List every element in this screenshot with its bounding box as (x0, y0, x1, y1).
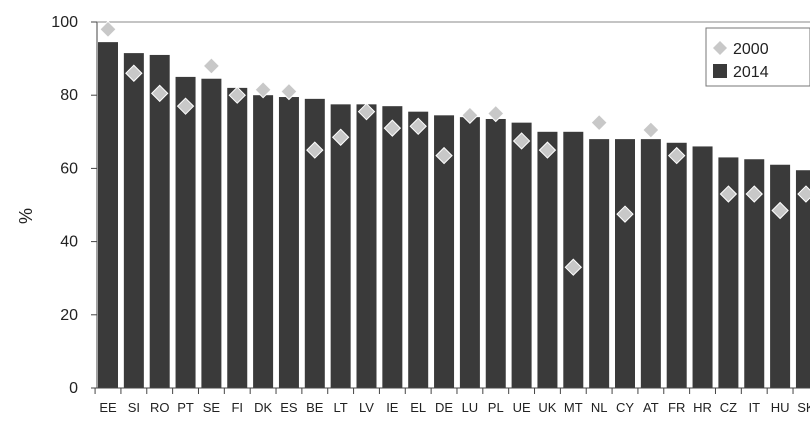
marker-2000-UK (538, 141, 557, 159)
x-tick-label-SI: SI (128, 400, 140, 415)
marker-2000-CZ (719, 185, 738, 203)
x-tick-label-CY: CY (616, 400, 634, 415)
bar-2014-SK (795, 170, 810, 388)
y-tick-label: 80 (60, 87, 78, 104)
bar-2014-NL (589, 139, 610, 388)
bars-2014 (98, 42, 810, 389)
marker-2000-FI (228, 86, 246, 104)
x-tick-label-SK: SK (797, 400, 810, 415)
bar-2014-LV (356, 104, 377, 388)
x-tick-label-CZ: CZ (720, 400, 737, 415)
x-tick-label-HU: HU (771, 400, 790, 415)
x-tick-label-LU: LU (462, 400, 479, 415)
bar-2014-UK (537, 131, 558, 389)
bar-2014-IT (744, 159, 765, 388)
bar-2014-LU (459, 117, 480, 388)
marker-2000-PT (176, 97, 195, 115)
bar-2014-ES (278, 97, 299, 388)
marker-2000-LU (461, 106, 479, 125)
legend-swatch-2014 (713, 64, 727, 78)
x-tick-label-ES: ES (280, 400, 298, 415)
y-tick-label: 60 (60, 160, 78, 177)
marker-2000-NL (590, 113, 608, 132)
bar-2014-EL (408, 111, 429, 389)
y-tick-label: 0 (69, 380, 78, 397)
marker-2000-SE (202, 57, 221, 75)
legend: 2000 2014 (705, 27, 810, 87)
markers-2000 (99, 20, 810, 276)
marker-2000-IT (745, 185, 763, 203)
x-tick-label-RO: RO (150, 400, 170, 415)
x-tick-label-EE: EE (99, 400, 117, 415)
x-axis: EE SI RO PT SE FI DK ES BE LT LV IE EL DE LU PL UE UK MT NL… (94, 387, 810, 415)
x-tick-label-PL: PL (488, 400, 504, 415)
bar-2014-HU (770, 164, 791, 388)
x-tick-label-IE: IE (386, 400, 399, 415)
marker-2000-MT (564, 258, 583, 276)
x-tick-label-UK: UK (538, 400, 556, 415)
bar-2014-FI (227, 87, 248, 388)
y-tick-label: 100 (51, 14, 78, 31)
bar-2014-BE (304, 98, 325, 389)
marker-2000-HU (771, 201, 789, 220)
y-axis: % 0 20 40 60 80 100 (16, 14, 810, 397)
marker-2000-UE (512, 132, 531, 150)
bar-2014-RO (149, 54, 170, 388)
bar-2014-PL (485, 118, 506, 389)
bar-2014-LT (330, 104, 351, 388)
marker-2000-LT (331, 128, 350, 146)
legend-label-2014: 2014 (733, 64, 769, 81)
x-tick-label-HR: HR (693, 400, 712, 415)
bar-2014-SI (123, 53, 144, 389)
marker-2000-FR (667, 146, 686, 165)
marker-2000-BE (306, 141, 324, 159)
x-tick-label-DK: DK (254, 400, 272, 415)
marker-2000-EL (409, 117, 427, 136)
bar-2014-FR (666, 142, 687, 388)
x-tick-label-SE: SE (203, 400, 221, 415)
bar-2014-DE (434, 115, 455, 388)
bar-2014-DK (253, 95, 274, 388)
bar-2014-PT (175, 76, 196, 389)
x-tick-label-DE: DE (435, 400, 453, 415)
legend-label-2000: 2000 (733, 41, 769, 58)
bar-2014-IE (382, 106, 403, 389)
x-tick-label-MT: MT (564, 400, 583, 415)
x-tick-label-NL: NL (591, 400, 608, 415)
y-tick-label: 20 (60, 307, 78, 324)
x-tick-label-LT: LT (334, 400, 348, 415)
marker-2000-DK (254, 81, 272, 99)
marker-2000-CY (616, 205, 634, 223)
x-tick-label-FI: FI (231, 400, 243, 415)
marker-2000-DE (435, 146, 453, 165)
bar-2014-CZ (718, 157, 739, 388)
bar-2014-CY (615, 139, 635, 388)
marker-2000-RO (150, 84, 169, 103)
x-tick-label-FR: FR (668, 400, 685, 415)
legend-marker-2000 (713, 41, 727, 55)
x-tick-label-AT: AT (643, 400, 659, 415)
bar-2014-UE (511, 122, 532, 389)
bar-2014-AT (640, 139, 661, 388)
marker-2000-ES (280, 82, 298, 101)
bar-2014-EE (98, 42, 118, 388)
x-tick-label-BE: BE (306, 400, 324, 415)
marker-2000-SK (797, 185, 810, 203)
x-tick-label-UE: UE (513, 400, 531, 415)
marker-2000-IE (383, 119, 402, 137)
marker-2000-SI (125, 64, 143, 82)
marker-2000-AT (642, 121, 660, 139)
marker-2000-PL (487, 104, 505, 123)
bar-2014-HR (692, 146, 713, 388)
y-tick-label: 40 (60, 234, 78, 251)
x-tick-label-IT: IT (748, 400, 760, 415)
x-tick-label-EL: EL (410, 400, 426, 415)
marker-2000-EE (99, 20, 117, 39)
x-tick-label-PT: PT (177, 400, 194, 415)
bar-2014-SE (201, 78, 222, 388)
x-tick-label-LV: LV (359, 400, 374, 415)
y-axis-label: % (16, 208, 36, 224)
marker-2000-LV (357, 102, 376, 121)
